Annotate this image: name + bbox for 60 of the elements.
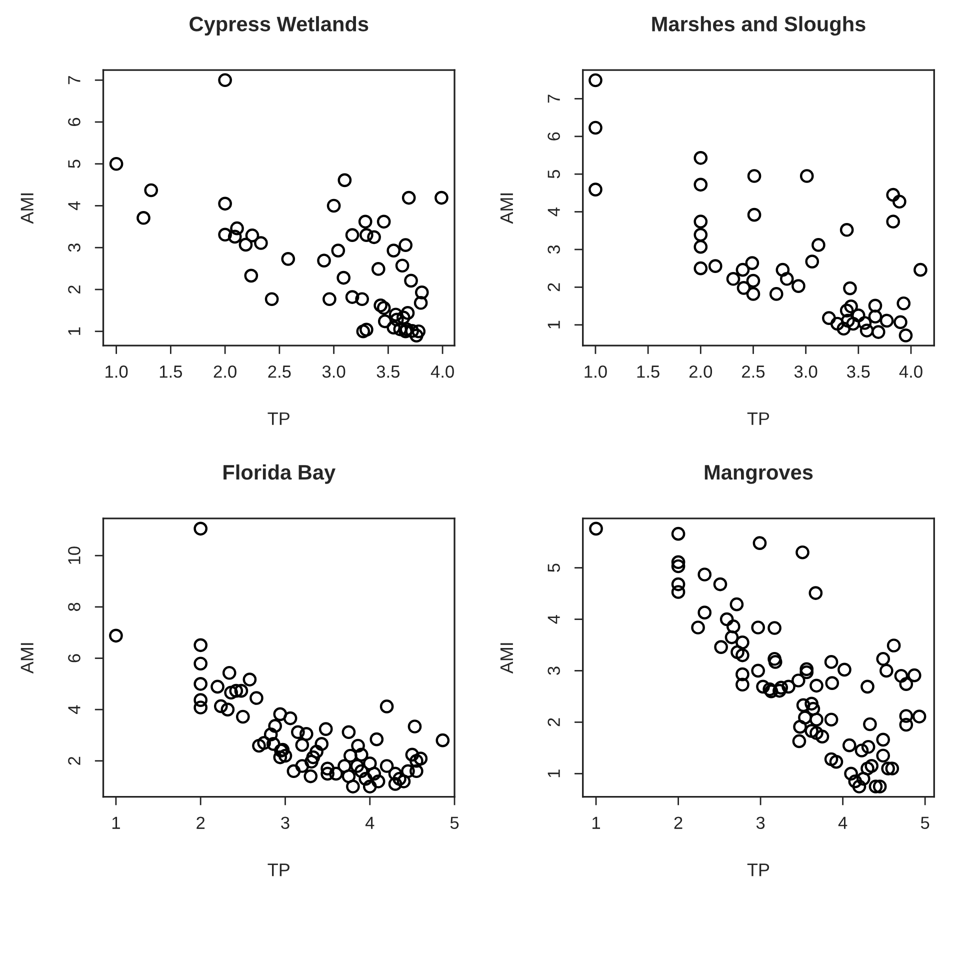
x-tick-label: 2.5 (742, 366, 765, 378)
x-tick-label: 2.0 (689, 366, 712, 378)
x-tick-label: 3.0 (322, 366, 346, 378)
y-tick-label: 4 (68, 705, 80, 714)
x-tick-label: 2 (196, 816, 205, 829)
y-tick-label: 2 (68, 286, 80, 294)
y-tick-label: 2 (68, 756, 80, 765)
y-axis-title: AMI (20, 643, 34, 674)
x-tick-label: 2.5 (268, 366, 291, 378)
y-tick-label: 7 (68, 76, 80, 84)
chart-title: Cypress Wetlands (190, 16, 368, 36)
y-tick-label: 5 (68, 160, 80, 168)
y-axis-title: AMI (500, 643, 513, 674)
x-tick-label: 4 (838, 816, 848, 829)
x-tick-label: 2.0 (214, 366, 236, 378)
x-tick-label: 1 (592, 816, 600, 829)
y-tick-label: 8 (68, 602, 80, 611)
y-tick-label: 10 (68, 546, 80, 564)
y-tick-label: 1 (548, 320, 560, 328)
chart-title: Marshes and Sloughs (652, 16, 866, 36)
x-tick-label: 1.0 (106, 366, 128, 378)
y-tick-label: 4 (548, 614, 560, 624)
y-tick-label: 6 (68, 118, 80, 126)
x-tick-label: 3.5 (846, 366, 870, 378)
x-tick-label: 3 (281, 816, 290, 829)
x-tick-label: 4.0 (899, 366, 922, 378)
x-tick-label: 4.0 (430, 366, 454, 378)
y-tick-label: 5 (548, 170, 560, 178)
x-tick-label: 2 (674, 816, 682, 829)
y-tick-label: 2 (548, 718, 560, 726)
chart-title: Mangroves (704, 465, 813, 484)
y-tick-label: 4 (548, 207, 560, 216)
x-tick-label: 4 (365, 816, 374, 829)
y-tick-label: 1 (548, 770, 560, 778)
x-tick-label: 1.5 (637, 366, 660, 378)
x-tick-label: 3.5 (376, 366, 400, 378)
x-tick-label: 5 (920, 816, 930, 829)
x-tick-label: 1 (112, 816, 120, 829)
y-tick-label: 4 (68, 201, 80, 210)
y-tick-label: 6 (68, 654, 80, 662)
y-tick-label: 5 (548, 564, 560, 572)
y-tick-label: 6 (548, 132, 560, 140)
y-axis-title: AMI (500, 193, 513, 224)
y-tick-label: 1 (68, 327, 80, 335)
y-tick-label: 3 (68, 244, 80, 252)
y-tick-label: 3 (548, 245, 560, 254)
y-axis-title: AMI (20, 193, 34, 224)
y-tick-label: 2 (548, 283, 560, 292)
x-tick-label: 5 (450, 816, 459, 829)
y-tick-label: 3 (548, 666, 560, 675)
chart-title: Florida Bay (224, 464, 336, 484)
x-tick-label: 1.0 (584, 366, 607, 378)
x-axis-title: TP (268, 412, 290, 425)
x-axis-title: TP (747, 412, 770, 425)
x-tick-label: 3.0 (794, 366, 818, 378)
x-tick-label: 1.5 (160, 366, 182, 378)
x-tick-label: 3 (756, 816, 765, 829)
y-tick-label: 7 (548, 94, 560, 103)
x-axis-title: TP (747, 864, 770, 876)
x-axis-title: TP (268, 864, 290, 876)
